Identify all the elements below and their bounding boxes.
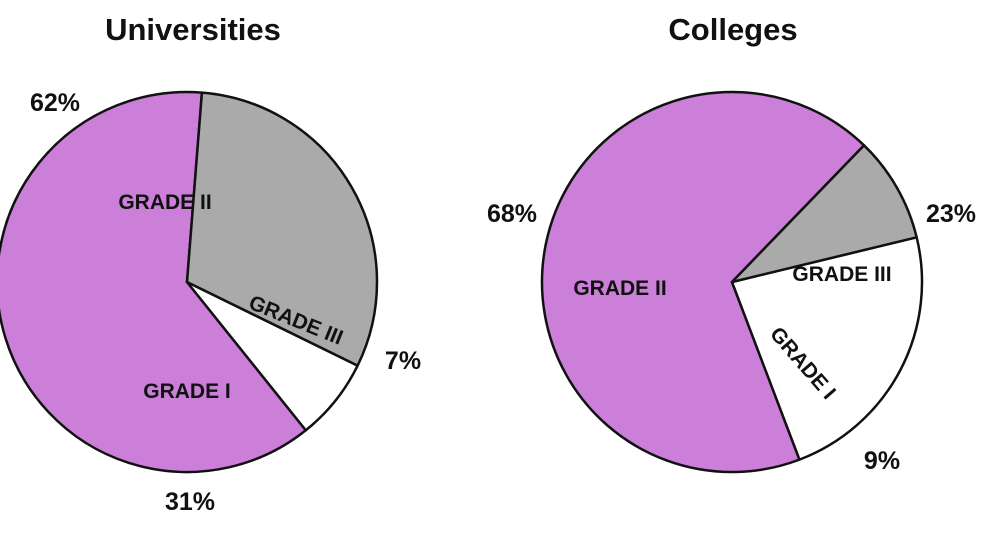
universities-title: Universities [105, 12, 281, 47]
universities-grade-ii-percent: 62% [30, 89, 80, 117]
universities-grade-iii-percent: 7% [385, 347, 421, 375]
universities-grade-i-percent: 31% [165, 488, 215, 516]
colleges-grade-i-slice [730, 144, 918, 284]
universities-grade-ii-slice [0, 90, 308, 474]
colleges-grade-iii-slice [730, 236, 924, 461]
universities-slices [0, 90, 379, 474]
colleges-grade-ii-percent: 68% [487, 200, 537, 228]
colleges-slices [540, 90, 924, 474]
universities-grade-i-label: GRADE I [143, 380, 231, 403]
colleges-chart: Colleges GRADE II GRADE III GRADE I 68% … [487, 12, 976, 475]
colleges-title: Colleges [668, 12, 797, 47]
colleges-grade-ii-slice [540, 90, 866, 474]
colleges-grade-ii-label: GRADE II [573, 277, 666, 300]
universities-grade-i-slice [185, 91, 379, 367]
colleges-grade-iii-label: GRADE III [792, 263, 891, 286]
colleges-grade-i-percent: 9% [864, 447, 900, 475]
universities-chart: Universities GRADE II GRADE III GRADE I … [0, 12, 421, 516]
colleges-grade-iii-percent: 23% [926, 200, 976, 228]
universities-grade-ii-label: GRADE II [118, 191, 211, 214]
